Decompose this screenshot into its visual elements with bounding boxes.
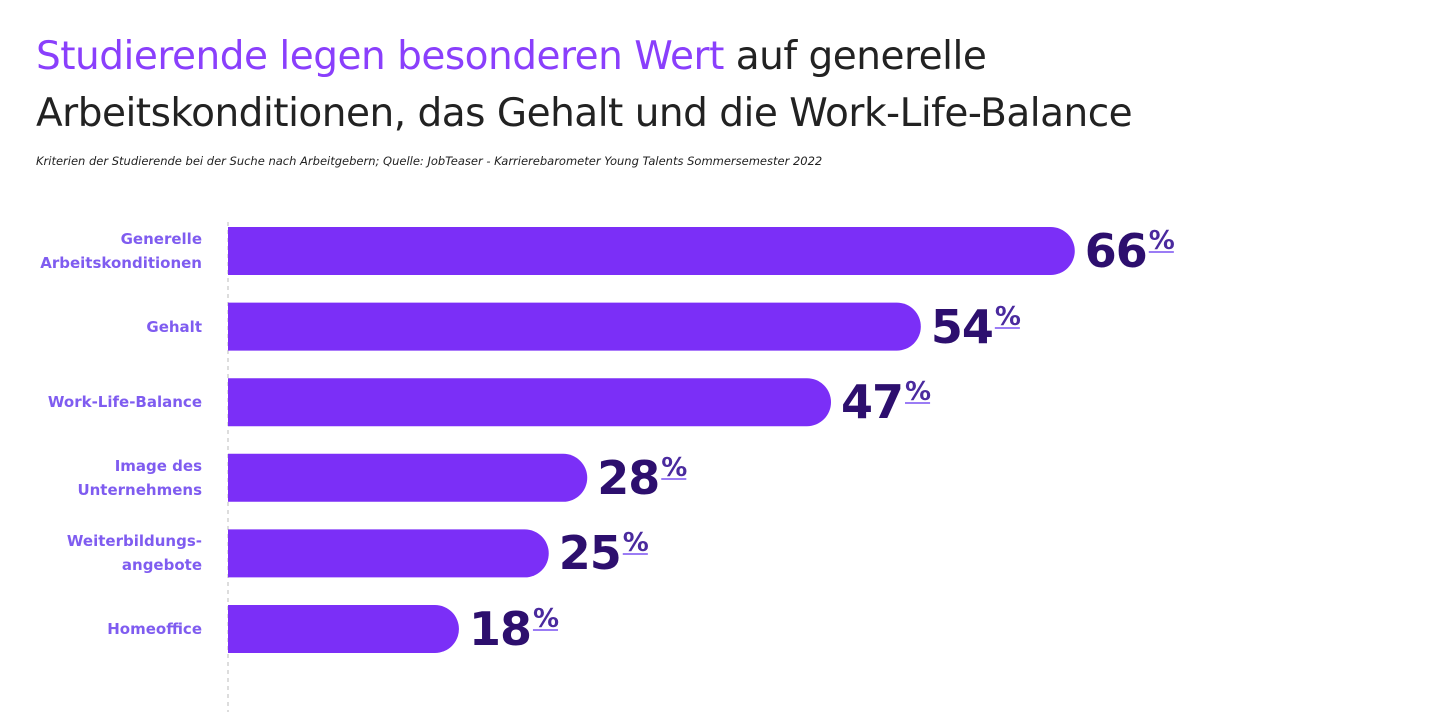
category-label: Generelle Arbeitskonditionen bbox=[40, 230, 202, 272]
value-label: 54% bbox=[931, 301, 1021, 350]
bar bbox=[228, 302, 921, 351]
bar bbox=[228, 605, 459, 653]
value-label: 66% bbox=[1085, 226, 1175, 274]
value-label: 47% bbox=[841, 377, 931, 425]
title-rest: auf generelle Arbeitskonditionen, das Ge… bbox=[36, 34, 1133, 136]
title-lead: Studierende legen besonderen Wert bbox=[36, 34, 724, 79]
category-label: Weiterbildungs-angebote bbox=[66, 532, 202, 575]
subtitle: Kriterien der Studierende bei der Suche … bbox=[36, 154, 823, 168]
value-number: 18 bbox=[468, 602, 532, 656]
category-label: Gehalt bbox=[146, 317, 202, 336]
bar bbox=[228, 227, 1075, 275]
chart-title: Studierende legen besonderen Wert auf ge… bbox=[36, 28, 1336, 142]
value-unit: % bbox=[532, 604, 559, 634]
value-label: 25% bbox=[559, 528, 649, 576]
value-unit: % bbox=[1148, 226, 1175, 256]
value-number: 54 bbox=[930, 299, 994, 354]
value-unit: % bbox=[661, 452, 687, 483]
bar bbox=[228, 529, 549, 578]
category-label: Homeoffice bbox=[107, 620, 202, 638]
value-unit: % bbox=[994, 301, 1021, 332]
value-label: 18% bbox=[469, 604, 559, 652]
value-number: 25 bbox=[558, 526, 622, 581]
value-number: 28 bbox=[597, 450, 660, 505]
value-unit: % bbox=[905, 377, 931, 408]
category-label: Work-Life-Balance bbox=[47, 393, 202, 412]
category-label: Image des Unternehmens bbox=[77, 456, 202, 499]
value-number: 47 bbox=[841, 375, 904, 430]
value-number: 66 bbox=[1084, 224, 1148, 278]
value-label: 28% bbox=[597, 452, 687, 501]
bar bbox=[228, 378, 832, 427]
value-unit: % bbox=[622, 528, 649, 559]
bar bbox=[228, 453, 588, 502]
